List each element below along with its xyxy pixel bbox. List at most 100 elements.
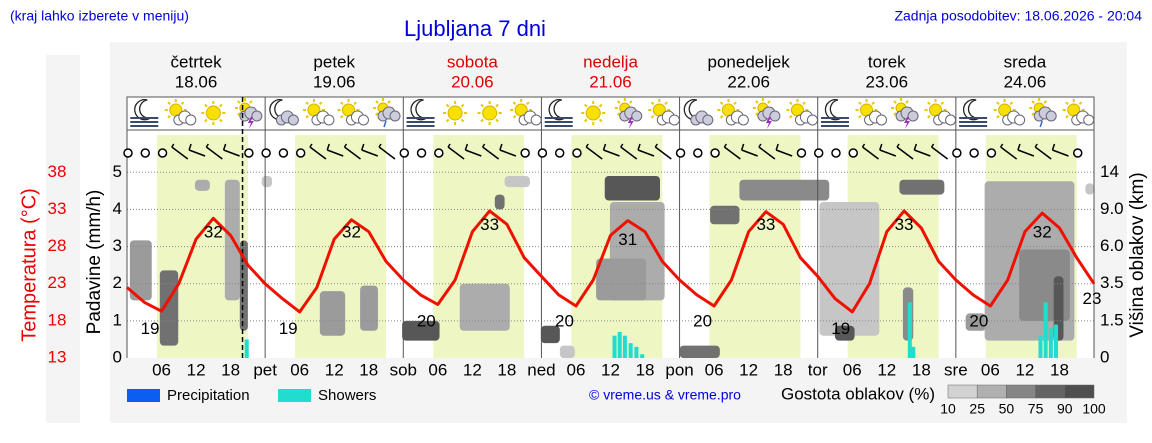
cloud-puff	[907, 110, 919, 122]
y2-tick-label: 6.0	[1100, 236, 1124, 255]
x-tick-label: 12	[739, 360, 758, 379]
wind-barb-tick	[222, 143, 227, 151]
precip-bar	[1048, 328, 1053, 358]
cloud-puff	[806, 114, 818, 126]
wind-barb	[862, 146, 879, 160]
sun-ray	[249, 100, 253, 104]
wind-barb	[309, 146, 327, 160]
day-date: 23.06	[866, 72, 909, 91]
cloud	[494, 194, 505, 210]
wind-barb	[344, 146, 361, 160]
day-date: 19.06	[313, 72, 356, 91]
y2-tick-label: 9.0	[1100, 199, 1124, 218]
x-tick-label: 18	[636, 360, 655, 379]
cloud-icon	[725, 110, 749, 126]
cloud-puff	[530, 114, 542, 126]
wind-calm	[796, 148, 807, 158]
cloud	[679, 345, 720, 358]
wind-calm	[278, 148, 289, 158]
y-tick-label: 4	[113, 199, 122, 218]
cloud-icon	[345, 110, 369, 126]
wind-barb	[361, 149, 379, 157]
cloud	[360, 285, 378, 331]
wind-barb	[1034, 146, 1052, 160]
wind-calm	[693, 148, 703, 158]
wind-barb-tick	[861, 143, 866, 148]
wind-barb	[447, 146, 465, 160]
temp-tick-label: 38	[48, 162, 67, 181]
wind-barb-tick	[637, 143, 641, 151]
wind-calm	[572, 148, 582, 158]
cloud-icon	[864, 110, 888, 126]
lightning	[627, 117, 634, 129]
x-tick-label: 06	[705, 360, 724, 379]
sun-ray	[755, 100, 759, 104]
temperature-label: 32	[342, 222, 361, 241]
sun-ray	[495, 103, 499, 108]
wind-barb-tick	[758, 143, 762, 148]
cloud-puff	[1045, 110, 1057, 122]
x-tick-label: sob	[390, 360, 417, 379]
cloud-icon	[311, 110, 335, 126]
x-tick-label: 06	[290, 360, 309, 379]
wind-barb	[879, 149, 897, 157]
sun-ray	[445, 103, 450, 108]
temp-axis-title: Temperatura (°C)	[18, 188, 40, 342]
temperature-line	[126, 209, 1096, 314]
day-name: četrtek	[171, 52, 223, 71]
sun-ray	[460, 103, 465, 108]
x-tick-label: 06	[981, 360, 1000, 379]
day-date: 18.06	[175, 72, 218, 91]
wind-barb-tick	[913, 143, 918, 151]
cloud	[194, 179, 210, 191]
sun-ray	[495, 118, 499, 123]
cloud-puff	[1014, 114, 1026, 126]
day-name: sobota	[447, 52, 499, 71]
sun-icon	[201, 101, 226, 125]
x-tick-label: 12	[325, 360, 344, 379]
cloud-puff	[702, 114, 714, 126]
temperature-label: 33	[895, 215, 914, 234]
precip-bar	[634, 346, 639, 358]
cloud-icon	[173, 110, 197, 126]
temperature-label: 32	[204, 222, 223, 241]
rain	[1039, 120, 1043, 128]
cloud-legend-title: Gostota oblakov (%)	[781, 384, 935, 403]
x-tick-label: 18	[221, 360, 240, 379]
y2-tick-label: 1.5	[1100, 310, 1124, 329]
x-tick-label: 18	[1050, 360, 1069, 379]
wind-calm	[537, 148, 548, 158]
cloud-puff	[945, 114, 957, 126]
y-tick-label: 2	[113, 273, 122, 292]
hint: (kraj lahko izberete v meniju)	[10, 8, 189, 24]
sun-ray	[512, 114, 517, 119]
sun-disc	[585, 105, 601, 121]
x-tick-label: 06	[843, 360, 862, 379]
sun-ray	[204, 118, 208, 123]
precip-bar	[617, 332, 622, 358]
sun-ray	[584, 103, 588, 108]
cloud-legend-tick: 75	[1028, 401, 1044, 417]
precip-bar	[1053, 324, 1059, 358]
sun-ray	[180, 101, 185, 106]
precip-bar	[622, 335, 627, 358]
wind-calm	[813, 148, 824, 158]
precip-bar	[628, 343, 633, 358]
sun-ray	[1043, 100, 1047, 104]
temp-tick-label: 13	[48, 347, 67, 366]
x-tick-label: 18	[774, 360, 793, 379]
cloud-puff	[737, 114, 749, 126]
lightning	[247, 117, 254, 129]
wind-barb-tick	[361, 143, 365, 151]
credit: © vreme.us & vreme.pro	[589, 387, 741, 403]
legend-swatch	[278, 389, 311, 402]
temperature-label: 20	[417, 311, 436, 330]
precip-bar	[911, 346, 916, 358]
wind-calm	[848, 148, 858, 158]
cloud	[834, 325, 855, 341]
cloud	[1053, 276, 1064, 341]
sun-disc	[447, 105, 463, 121]
cloud	[504, 176, 530, 188]
cloud-puff	[876, 114, 888, 126]
wind-barb-tick	[171, 143, 175, 148]
